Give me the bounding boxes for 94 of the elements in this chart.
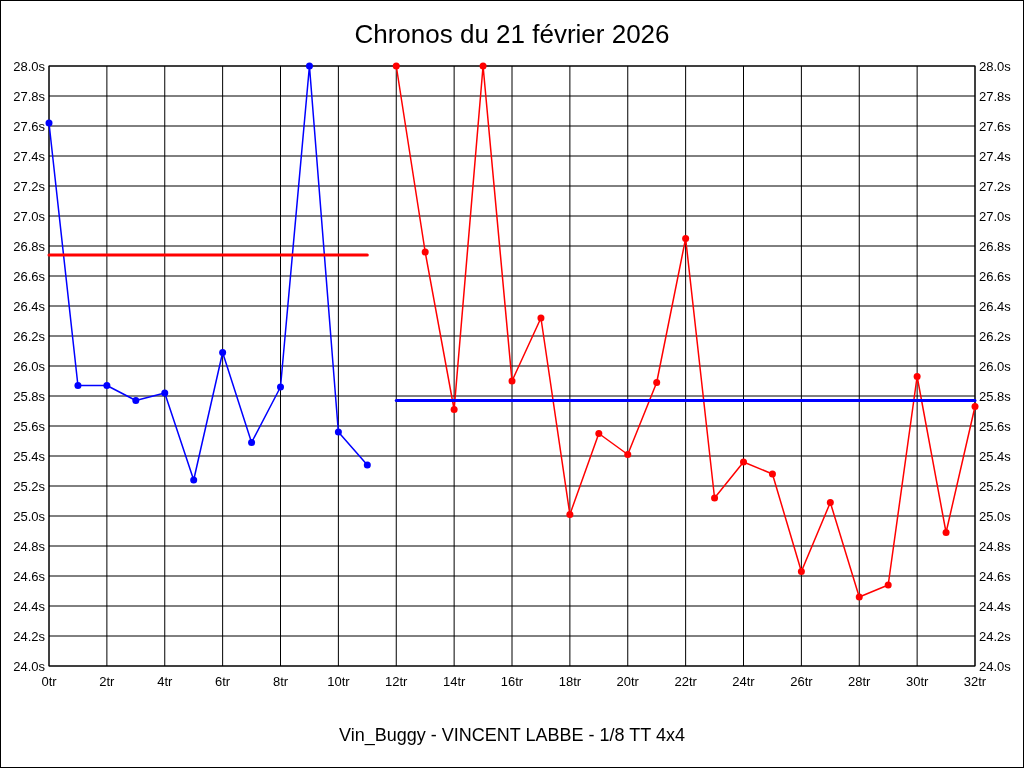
y-tick-label: 26.0s	[13, 358, 46, 374]
point	[450, 406, 458, 413]
point	[711, 494, 719, 502]
y-tick-label: 24.2s	[13, 628, 46, 644]
x-tick-label: 6tr	[215, 674, 231, 689]
x-tick-label: 32tr	[963, 674, 987, 689]
point	[595, 430, 603, 437]
point	[653, 379, 661, 386]
y2-tick-label: 24.8s	[979, 538, 1012, 554]
y2-tick-label: 24.6s	[979, 568, 1012, 584]
point	[797, 568, 805, 575]
y2-tick-label: 25.8s	[979, 388, 1012, 404]
y-tick-label: 25.0s	[13, 508, 46, 524]
x-tick-label: 18tr	[558, 674, 582, 689]
y2-tick-label: 26.8s	[979, 238, 1012, 254]
x-tick-label: 4tr	[157, 674, 174, 689]
point	[334, 428, 342, 436]
point	[219, 349, 227, 356]
x-tick-label: 14tr	[442, 674, 466, 689]
x-tick-label: 0tr	[41, 674, 58, 689]
y-tick-label: 26.4s	[13, 298, 46, 314]
y2-tick-label: 26.6s	[979, 268, 1012, 284]
y-tick-label: 26.2s	[13, 328, 46, 344]
y2-tick-label: 27.6s	[979, 118, 1012, 134]
point	[132, 397, 140, 404]
point	[161, 389, 169, 397]
y2-tick-label: 26.2s	[979, 328, 1012, 344]
y2-tick-label: 24.0s	[979, 658, 1012, 674]
point	[103, 382, 111, 389]
y-tick-label: 28.0s	[13, 58, 46, 74]
y2-tick-label: 27.8s	[979, 88, 1012, 104]
y-tick-label: 24.8s	[13, 538, 46, 554]
y2-tick-label: 25.4s	[979, 448, 1012, 464]
x-tick-label: 28tr	[848, 674, 872, 689]
y-tick-label: 26.8s	[13, 238, 46, 254]
point	[305, 62, 313, 70]
y-tick-label: 25.2s	[13, 478, 46, 494]
point	[855, 593, 863, 601]
y2-tick-label: 26.4s	[979, 298, 1012, 314]
y-tick-label: 27.8s	[13, 88, 46, 104]
point	[537, 314, 545, 322]
point	[624, 451, 632, 458]
y-tick-label: 26.6s	[13, 268, 46, 284]
point	[913, 373, 921, 380]
point	[682, 235, 690, 242]
point	[363, 461, 371, 469]
x-tick-label: 20tr	[616, 674, 640, 689]
y-tick-label: 25.4s	[13, 448, 46, 464]
point	[479, 62, 487, 70]
point	[826, 499, 834, 506]
x-tick-label: 16tr	[500, 674, 524, 689]
x-tick-label: 12tr	[385, 674, 409, 689]
y2-tick-label: 25.0s	[979, 508, 1012, 524]
point	[566, 511, 574, 518]
point	[392, 62, 400, 70]
point	[942, 529, 950, 536]
y-tick-label: 24.0s	[13, 658, 46, 674]
x-tick-label: 24tr	[732, 674, 756, 689]
y2-tick-label: 28.0s	[979, 58, 1012, 74]
y-tick-label: 24.6s	[13, 568, 46, 584]
point	[971, 403, 979, 410]
point	[508, 377, 516, 385]
point	[190, 476, 198, 484]
y-tick-label: 27.0s	[13, 208, 46, 224]
y2-tick-label: 27.0s	[979, 208, 1012, 224]
point	[421, 248, 429, 256]
y-tick-label: 24.4s	[13, 598, 46, 614]
y2-tick-label: 26.0s	[979, 358, 1012, 374]
x-tick-label: 26tr	[790, 674, 814, 689]
y-tick-label: 27.4s	[13, 148, 46, 164]
chart-title: Chronos du 21 février 2026	[354, 19, 670, 49]
point	[277, 383, 284, 391]
y-tick-label: 27.2s	[13, 178, 46, 194]
point	[740, 458, 747, 466]
x-tick-label: 10tr	[327, 674, 351, 689]
x-tick-label: 22tr	[674, 674, 698, 689]
x-tick-label: 2tr	[99, 674, 116, 689]
x-axis-title: Vin_Buggy - VINCENT LABBE - 1/8 TT 4x4	[339, 725, 685, 746]
x-tick-label: 8tr	[272, 674, 289, 689]
point	[248, 439, 256, 446]
point	[768, 470, 776, 478]
y2-tick-label: 27.2s	[979, 178, 1012, 194]
y2-tick-label: 24.4s	[979, 598, 1012, 614]
y-tick-label: 27.6s	[13, 118, 46, 134]
x-tick-label: 30tr	[905, 674, 929, 689]
y-tick-label: 25.6s	[13, 418, 46, 434]
point	[884, 581, 892, 589]
point	[74, 382, 82, 389]
y2-tick-label: 25.6s	[979, 418, 1012, 434]
y2-tick-label: 24.2s	[979, 628, 1012, 644]
y2-tick-label: 27.4s	[979, 148, 1012, 164]
y-tick-label: 25.8s	[13, 388, 46, 404]
y2-tick-label: 25.2s	[979, 478, 1012, 494]
point	[45, 119, 53, 127]
